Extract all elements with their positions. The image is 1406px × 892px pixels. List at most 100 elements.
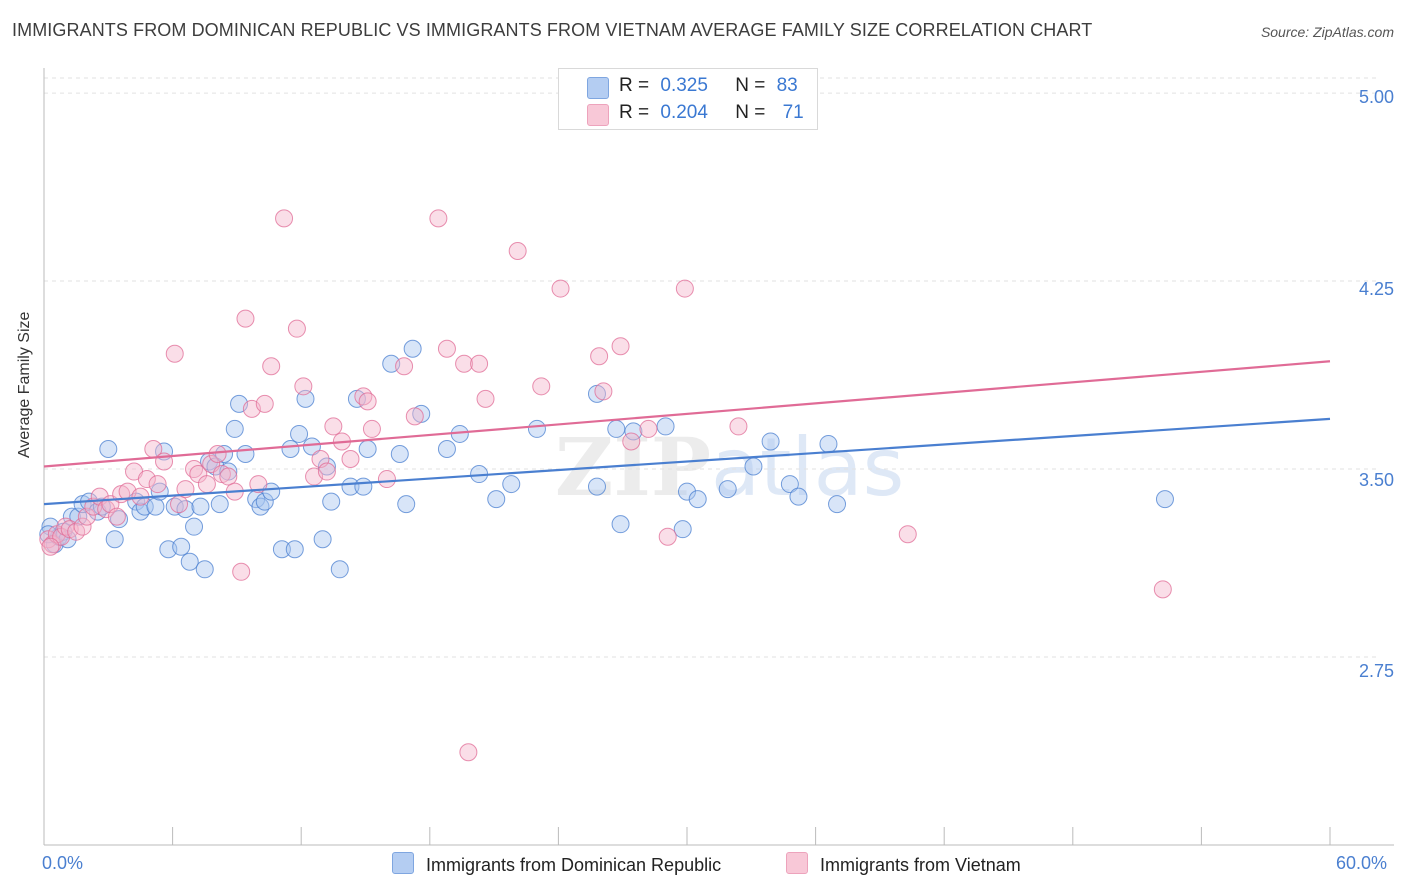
r-value: 0.325 xyxy=(660,75,708,96)
point-vietnam xyxy=(341,450,360,469)
source-label: Source: ZipAtlas.com xyxy=(1260,24,1394,40)
point-vietnam xyxy=(551,279,570,298)
point-vietnam xyxy=(262,357,281,376)
legend-label: Immigrants from Dominican Republic xyxy=(426,855,722,875)
y-axis-label: Average Family Size xyxy=(16,311,33,458)
x-tick-label: 60.0% xyxy=(1336,853,1388,873)
legend-label: Immigrants from Vietnam xyxy=(820,855,1021,875)
point-vietnam xyxy=(219,467,238,486)
point-dominican xyxy=(272,540,291,559)
legend-swatch-pink xyxy=(587,104,609,126)
point-vietnam xyxy=(294,377,313,396)
point-dominican xyxy=(99,439,118,458)
point-dominican xyxy=(437,439,456,458)
point-vietnam xyxy=(622,432,641,451)
point-vietnam xyxy=(429,209,448,228)
point-dominican xyxy=(322,492,341,511)
point-dominican xyxy=(110,510,129,529)
legend-row-dominican: R = 0.325 N = 83 xyxy=(587,75,798,99)
point-dominican xyxy=(215,444,234,463)
point-dominican xyxy=(146,497,165,516)
chart-title: IMMIGRANTS FROM DOMINICAN REPUBLIC VS IM… xyxy=(12,20,1093,40)
point-vietnam xyxy=(148,475,167,494)
point-vietnam xyxy=(405,407,424,426)
point-vietnam xyxy=(137,470,156,489)
watermark-zip: ZIP xyxy=(555,420,711,514)
point-vietnam xyxy=(395,357,414,376)
point-vietnam xyxy=(236,309,255,328)
point-vietnam xyxy=(594,382,613,401)
point-dominican xyxy=(780,475,799,494)
point-dominican xyxy=(330,560,349,579)
point-vietnam xyxy=(437,339,456,358)
point-dominican xyxy=(403,339,422,358)
point-vietnam xyxy=(1153,580,1172,599)
n-value: 71 xyxy=(782,102,804,123)
legend-row-vietnam: R = 0.204 N = 71 xyxy=(587,102,804,126)
point-vietnam xyxy=(532,377,551,396)
point-vietnam xyxy=(470,354,489,373)
point-dominican xyxy=(390,444,409,463)
point-dominican xyxy=(527,419,546,438)
point-vietnam xyxy=(197,475,216,494)
point-dominican xyxy=(313,530,332,549)
y-tick-label: 5.00 xyxy=(1358,87,1394,107)
point-vietnam xyxy=(107,507,126,526)
x-tick-label: 0.0% xyxy=(42,853,84,873)
point-vietnam xyxy=(508,241,527,260)
point-dominican xyxy=(105,530,124,549)
legend-item-vietnam: Immigrants from Vietnam xyxy=(786,852,1021,876)
point-vietnam xyxy=(729,417,748,436)
point-dominican xyxy=(281,439,300,458)
n-value: 83 xyxy=(776,75,798,96)
point-dominican xyxy=(487,490,506,509)
trendline-vietnam xyxy=(43,360,1331,468)
point-dominican xyxy=(744,457,763,476)
point-dominican xyxy=(317,457,336,476)
point-dominican xyxy=(611,515,630,534)
legend-swatch-blue xyxy=(392,852,414,874)
point-vietnam xyxy=(459,743,478,762)
point-dominican xyxy=(302,437,321,456)
legend-item-dominican: Immigrants from Dominican Republic xyxy=(392,852,721,876)
point-vietnam xyxy=(658,527,677,546)
point-dominican xyxy=(587,477,606,496)
point-dominican xyxy=(341,477,360,496)
point-vietnam xyxy=(324,417,343,436)
point-dominican xyxy=(688,490,707,509)
point-vietnam xyxy=(455,354,474,373)
point-dominican xyxy=(828,495,847,514)
point-vietnam xyxy=(165,344,184,363)
point-vietnam xyxy=(275,209,294,228)
legend-swatch-blue xyxy=(587,77,609,99)
point-vietnam xyxy=(176,480,195,499)
point-vietnam xyxy=(898,525,917,544)
point-dominican xyxy=(195,560,214,579)
y-tick-label: 4.25 xyxy=(1358,279,1394,299)
point-dominican xyxy=(191,497,210,516)
n-label: N = xyxy=(735,75,766,96)
point-vietnam xyxy=(73,517,92,536)
point-vietnam xyxy=(232,562,251,581)
point-vietnam xyxy=(675,279,694,298)
point-vietnam xyxy=(362,419,381,438)
point-vietnam xyxy=(358,392,377,411)
r-label: R = xyxy=(619,75,650,96)
point-dominican xyxy=(225,419,244,438)
point-dominican xyxy=(673,520,692,539)
point-dominican xyxy=(397,495,416,514)
r-value: 0.204 xyxy=(660,102,708,123)
point-dominican xyxy=(180,552,199,571)
point-dominican xyxy=(185,517,204,536)
point-dominican xyxy=(789,487,808,506)
point-dominican xyxy=(290,424,309,443)
point-dominican xyxy=(172,537,191,556)
point-dominican xyxy=(656,417,675,436)
r-label: R = xyxy=(619,102,650,123)
point-dominican xyxy=(678,482,696,501)
point-vietnam xyxy=(590,347,609,366)
point-vietnam xyxy=(255,394,274,413)
point-dominican xyxy=(354,477,373,496)
point-dominican xyxy=(210,495,229,514)
